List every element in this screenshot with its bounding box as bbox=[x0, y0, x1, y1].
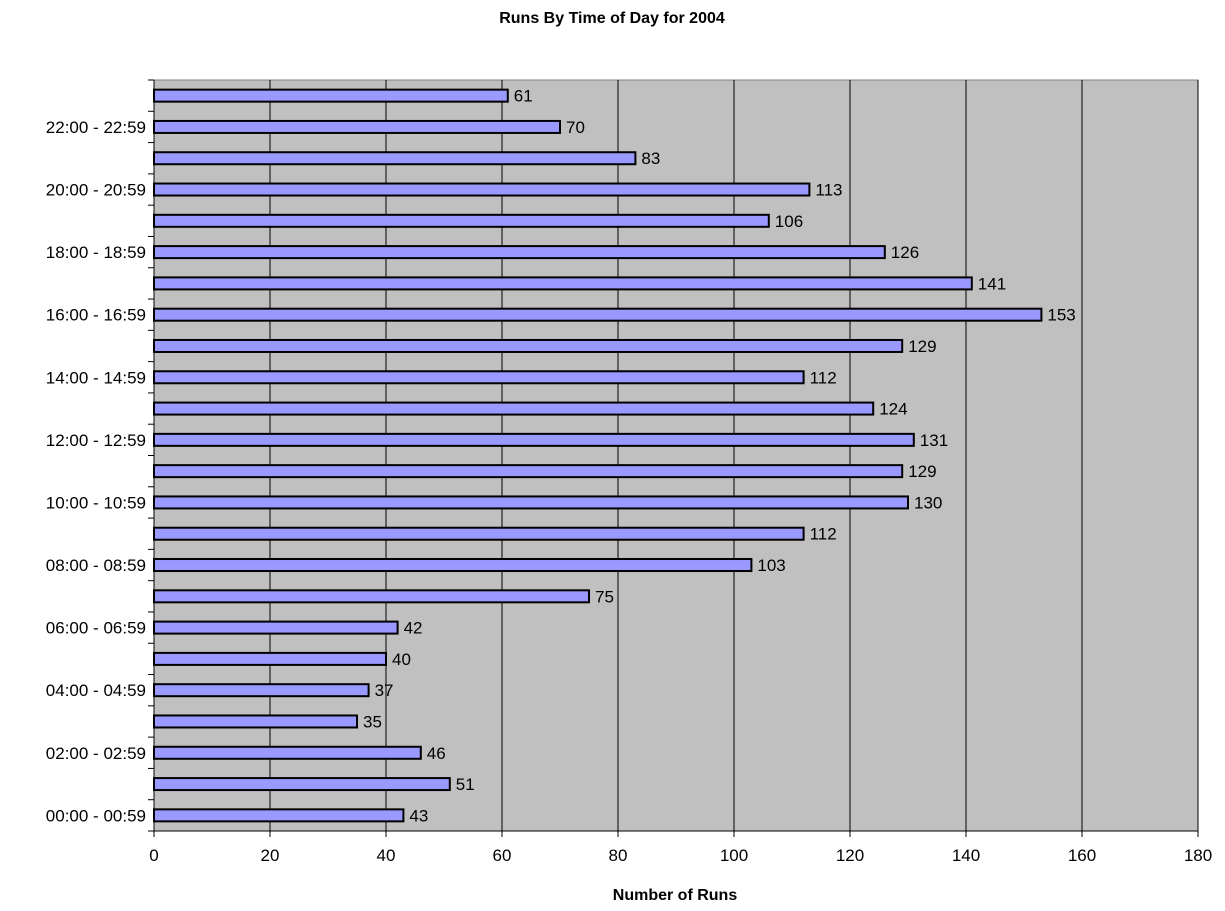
bars bbox=[153, 88, 1043, 823]
bar-1200 bbox=[153, 432, 915, 447]
data-label: 141 bbox=[978, 274, 1006, 293]
bar-0100 bbox=[153, 777, 451, 792]
bar-1700 bbox=[153, 276, 973, 291]
data-label: 46 bbox=[427, 744, 446, 763]
x-tick-label: 180 bbox=[1184, 846, 1212, 865]
data-label: 129 bbox=[908, 462, 936, 481]
x-tick-label: 140 bbox=[952, 846, 980, 865]
bar-0900 bbox=[153, 526, 805, 541]
bar-0200 bbox=[153, 745, 422, 760]
data-label: 51 bbox=[456, 775, 475, 794]
bar-1500 bbox=[153, 338, 904, 353]
data-label: 153 bbox=[1047, 306, 1075, 325]
bar-2100 bbox=[153, 151, 637, 166]
data-label: 126 bbox=[891, 243, 919, 262]
y-tick-label: 20:00 - 20:59 bbox=[46, 181, 146, 200]
data-label: 37 bbox=[375, 681, 394, 700]
data-label: 70 bbox=[566, 118, 585, 137]
bar-0000 bbox=[153, 808, 405, 823]
data-label: 124 bbox=[879, 400, 907, 419]
bar-1000 bbox=[153, 495, 909, 510]
bar-1900 bbox=[153, 213, 770, 228]
y-tick-label: 06:00 - 06:59 bbox=[46, 619, 146, 638]
data-label: 42 bbox=[404, 619, 423, 638]
x-tick-label: 0 bbox=[149, 846, 158, 865]
x-tick-label: 80 bbox=[609, 846, 628, 865]
bar-0300 bbox=[153, 714, 358, 729]
y-tick-label: 00:00 - 00:59 bbox=[46, 806, 146, 825]
bar-1400 bbox=[153, 370, 805, 385]
y-tick-label: 18:00 - 18:59 bbox=[46, 243, 146, 262]
bar-0400 bbox=[153, 683, 370, 698]
data-label: 130 bbox=[914, 493, 942, 512]
bar-0700 bbox=[153, 589, 590, 604]
x-axis-tick-labels: 0 20 40 60 80 100 120 140 160 180 bbox=[149, 846, 1212, 865]
data-label: 103 bbox=[757, 556, 785, 575]
x-tick-label: 60 bbox=[493, 846, 512, 865]
bar-2000 bbox=[153, 182, 811, 197]
data-label: 131 bbox=[920, 431, 948, 450]
bar-0800 bbox=[153, 558, 753, 573]
data-label: 75 bbox=[595, 587, 614, 606]
data-label: 40 bbox=[392, 650, 411, 669]
data-labels: 43 51 46 35 37 40 42 75 103 112 130 129 131 124 112 129… bbox=[363, 87, 1076, 826]
data-label: 129 bbox=[908, 337, 936, 356]
y-tick-label: 02:00 - 02:59 bbox=[46, 744, 146, 763]
y-tick-label: 08:00 - 08:59 bbox=[46, 556, 146, 575]
bar-0500 bbox=[153, 651, 387, 666]
data-label: 83 bbox=[641, 149, 660, 168]
axes bbox=[148, 79, 1199, 837]
x-tick-label: 160 bbox=[1068, 846, 1096, 865]
x-tick-label: 120 bbox=[836, 846, 864, 865]
data-label: 112 bbox=[810, 368, 837, 387]
chart-title: Runs By Time of Day for 2004 bbox=[499, 10, 725, 27]
bar-1300 bbox=[153, 401, 875, 416]
x-tick-label: 100 bbox=[720, 846, 748, 865]
x-tick-label: 20 bbox=[261, 846, 280, 865]
data-label: 106 bbox=[775, 212, 803, 231]
y-axis-tick-labels: 00:00 - 00:59 02:00 - 02:59 04:00 - 04:59 0… bbox=[46, 118, 146, 825]
bar-2200 bbox=[153, 119, 561, 134]
data-label: 112 bbox=[810, 525, 837, 544]
bar-1100 bbox=[153, 464, 904, 479]
bar-2300 bbox=[153, 88, 509, 103]
gridlines bbox=[269, 80, 1199, 831]
y-tick-label: 12:00 - 12:59 bbox=[46, 431, 146, 450]
bar-1600 bbox=[153, 307, 1043, 322]
y-tick-label: 14:00 - 14:59 bbox=[46, 368, 146, 387]
bar-0600 bbox=[153, 620, 399, 635]
y-tick-label: 22:00 - 22:59 bbox=[46, 118, 146, 137]
y-tick-label: 04:00 - 04:59 bbox=[46, 681, 146, 700]
data-label: 113 bbox=[815, 181, 842, 200]
data-label: 61 bbox=[514, 87, 533, 106]
plot-area bbox=[153, 79, 1199, 832]
y-tick-label: 10:00 - 10:59 bbox=[46, 493, 146, 512]
data-label: 35 bbox=[363, 712, 382, 731]
x-axis-title: Number of Runs bbox=[613, 887, 738, 904]
y-tick-label: 16:00 - 16:59 bbox=[46, 306, 146, 325]
x-tick-label: 40 bbox=[377, 846, 396, 865]
data-label: 43 bbox=[409, 806, 428, 825]
bar-1800 bbox=[153, 245, 886, 260]
